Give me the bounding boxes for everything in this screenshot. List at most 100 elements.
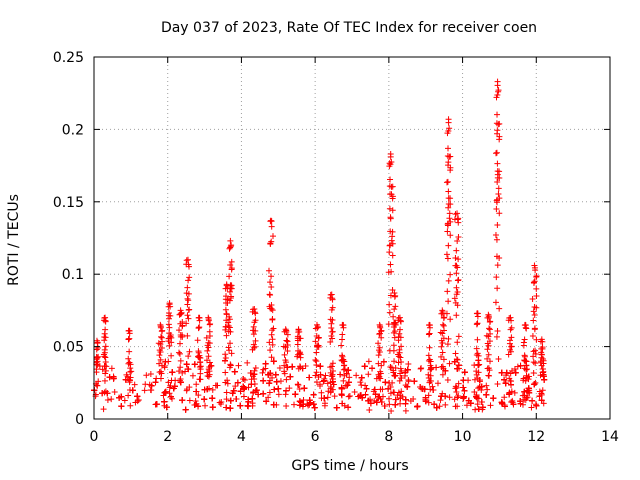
data-point [328,320,335,327]
data-point [494,171,501,178]
data-point [252,365,259,372]
data-point [425,352,432,359]
data-point [494,222,501,229]
data-point [186,306,193,313]
data-point [206,340,213,347]
data-point [476,361,483,368]
data-point [214,382,221,389]
data-point [283,376,290,383]
data-point [268,283,275,290]
data-point [447,271,454,278]
data-point [484,365,491,372]
data-point [271,386,278,393]
data-point [251,305,258,312]
data-point [494,262,501,269]
data-point [531,326,538,333]
data-point [281,368,288,375]
data-point [177,333,184,340]
data-point [526,389,533,396]
data-point [390,389,397,396]
data-point [405,378,412,385]
data-point [439,349,446,356]
data-point [455,233,462,240]
data-point [228,265,235,272]
data-point [453,384,460,391]
data-point [207,320,214,327]
data-point [390,347,397,354]
data-point [321,402,328,409]
data-point [108,365,115,372]
data-point [365,371,372,378]
data-point [338,385,345,392]
data-point [389,286,396,293]
data-point [310,401,317,408]
data-point [490,395,497,402]
data-point [446,360,453,367]
data-point [251,319,258,326]
data-point [227,328,234,335]
x-tick-label: 10 [454,429,472,445]
data-point [329,360,336,367]
data-point [262,360,269,367]
data-point [494,127,501,134]
data-point [100,406,107,413]
data-point [389,252,396,259]
data-point [185,277,192,284]
data-point [445,242,452,249]
data-point [532,360,539,367]
data-point [391,328,398,335]
data-point [339,331,346,338]
data-point [510,401,517,408]
data-point [475,405,482,412]
data-point [232,383,239,390]
data-point [328,306,335,313]
data-point [508,334,515,341]
data-point [227,340,234,347]
data-point [222,354,229,361]
data-point [183,320,190,327]
x-tick-label: 12 [527,429,545,445]
data-point [454,210,461,217]
data-point [204,347,211,354]
data-point [382,379,389,386]
data-point [447,316,454,323]
data-point [447,195,454,202]
data-point [391,293,398,300]
data-point [194,337,201,344]
data-point [453,247,460,254]
data-point [300,401,307,408]
data-point [340,377,347,384]
data-point [275,385,282,392]
data-point [446,394,453,401]
data-point [287,373,294,380]
data-point [398,367,405,374]
data-point [102,343,109,350]
data-point [226,324,233,331]
data-point [377,324,384,331]
data-point [493,199,500,206]
data-point [425,357,432,364]
data-point [125,336,132,343]
data-point [101,353,108,360]
tick-marks [93,56,611,420]
data-point [153,401,160,408]
data-point [440,356,447,363]
data-point [443,179,450,186]
data-point [455,256,462,263]
data-point [362,391,369,398]
data-point [508,367,515,374]
data-point [453,284,460,291]
data-point [507,337,514,344]
data-point [179,369,186,376]
data-point [508,343,515,350]
data-point [295,326,302,333]
data-point [530,348,537,355]
data-point [381,402,388,409]
x-tick-label: 2 [163,429,172,445]
data-point [455,219,462,226]
data-point [222,351,229,358]
data-point [227,362,234,369]
data-point [205,314,212,321]
data-point [404,383,411,390]
data-point [517,400,524,407]
